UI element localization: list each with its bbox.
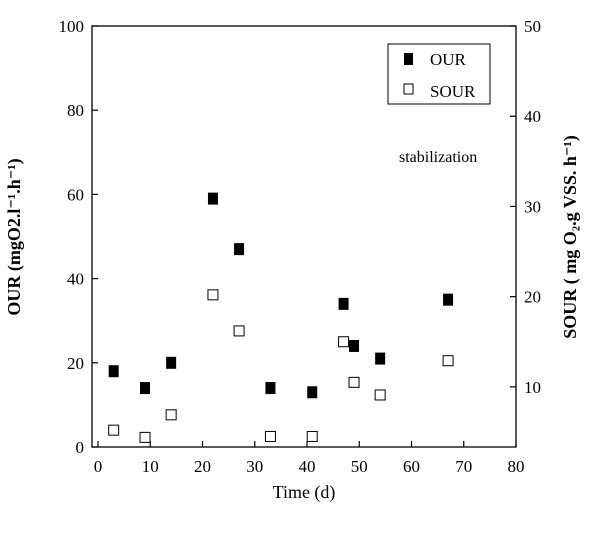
left-y-tick-label: 60 bbox=[67, 185, 84, 204]
right-y-axis: 10 20 30 40 50 bbox=[510, 17, 541, 397]
x-tick-label: 70 bbox=[455, 457, 472, 476]
point-our bbox=[166, 356, 177, 369]
point-our bbox=[307, 386, 318, 399]
x-axis-title: Time (d) bbox=[273, 482, 336, 503]
point-our bbox=[265, 382, 276, 395]
x-tick-label: 60 bbox=[403, 457, 420, 476]
point-sour bbox=[348, 376, 360, 388]
point-our bbox=[349, 339, 360, 352]
right-y-axis-title: SOUR ( mg O₂.g VSS. h⁻¹) bbox=[560, 135, 581, 339]
left-y-tick-label: 0 bbox=[76, 438, 85, 457]
left-y-axis: 0 20 40 60 80 100 bbox=[59, 17, 98, 457]
point-sour bbox=[264, 430, 276, 442]
point-sour bbox=[306, 430, 318, 442]
left-y-axis-title: OUR (mgO2.l⁻¹.h⁻¹) bbox=[4, 158, 25, 315]
right-y-tick-label: 10 bbox=[524, 378, 541, 397]
left-y-tick-label: 100 bbox=[59, 17, 85, 36]
x-tick-label: 0 bbox=[94, 457, 103, 476]
point-sour bbox=[139, 431, 151, 443]
point-sour bbox=[165, 409, 177, 421]
x-tick-label: 20 bbox=[194, 457, 211, 476]
x-axis: 0 10 20 30 40 50 60 70 80 bbox=[94, 441, 525, 476]
point-sour bbox=[338, 336, 350, 348]
point-sour bbox=[233, 325, 245, 337]
point-our bbox=[207, 192, 218, 205]
point-our bbox=[140, 382, 151, 395]
left-y-tick-label: 40 bbox=[67, 270, 84, 289]
left-y-tick-label: 80 bbox=[67, 101, 84, 120]
x-tick-label: 50 bbox=[351, 457, 368, 476]
x-tick-label: 40 bbox=[299, 457, 316, 476]
right-y-tick-label: 50 bbox=[524, 17, 541, 36]
point-sour bbox=[442, 355, 454, 367]
x-tick-label: 80 bbox=[508, 457, 525, 476]
point-our bbox=[338, 297, 349, 310]
point-our bbox=[443, 293, 454, 306]
left-y-tick-label: 20 bbox=[67, 354, 84, 373]
point-sour bbox=[374, 389, 386, 401]
right-y-tick-label: 40 bbox=[524, 107, 541, 126]
legend: OUR SOUR bbox=[387, 43, 491, 105]
point-our bbox=[108, 365, 119, 378]
point-our bbox=[375, 352, 386, 365]
point-sour bbox=[108, 424, 120, 436]
legend-marker-sour bbox=[403, 83, 414, 95]
legend-marker-our bbox=[404, 53, 413, 65]
right-y-tick-label: 30 bbox=[524, 197, 541, 216]
legend-label-our: OUR bbox=[430, 50, 467, 69]
right-y-tick-label: 20 bbox=[524, 288, 541, 307]
plot-frame bbox=[91, 25, 517, 448]
legend-label-sour: SOUR bbox=[430, 82, 476, 101]
data-points bbox=[108, 192, 454, 443]
point-our bbox=[234, 243, 245, 256]
stabilization-annotation: stabilization bbox=[399, 149, 477, 166]
x-tick-label: 10 bbox=[142, 457, 159, 476]
x-tick-label: 30 bbox=[246, 457, 263, 476]
point-sour bbox=[207, 289, 219, 301]
